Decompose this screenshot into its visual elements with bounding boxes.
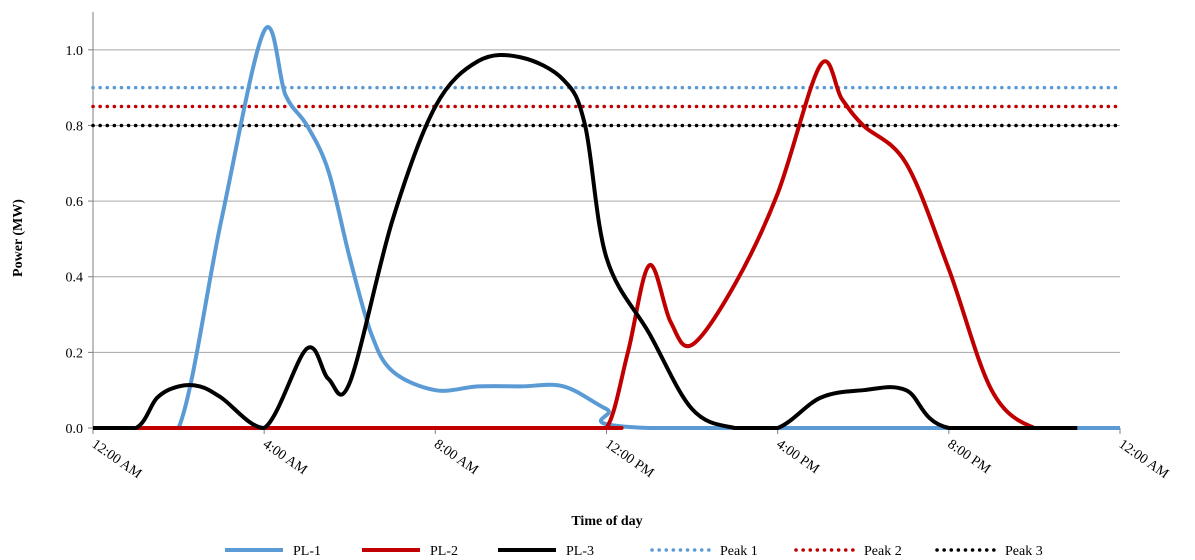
- series-line-pl-2: [93, 59, 1078, 431]
- legend-label-pl-3: PL-3: [566, 544, 594, 559]
- series-lines: [91, 25, 1122, 431]
- x-tick-label: 12:00 AM: [1116, 437, 1172, 482]
- legend-label-pl-2: PL-2: [430, 544, 458, 559]
- x-tick-labels: 12:00 AM 4:00 AM 8:00 AM 12:00 PM 4:00 PM 8:0…: [89, 437, 1172, 482]
- y-tick-label: 0.0: [66, 422, 84, 437]
- y-tick-label: 0.2: [66, 346, 84, 361]
- x-tick-label: 4:00 PM: [773, 437, 822, 477]
- x-tick-label: 8:00 AM: [431, 437, 481, 478]
- axes: [88, 12, 1121, 434]
- x-tick-label: 8:00 PM: [945, 437, 994, 477]
- legend: PL-1 PL-2 PL-3 Peak 1 Peak 2 Peak 3: [225, 544, 1043, 559]
- x-axis-title: Time of day: [571, 514, 642, 529]
- legend-label-pl-1: PL-1: [293, 544, 321, 559]
- y-tick-label: 0.8: [66, 119, 84, 134]
- y-tick-label: 0.6: [66, 195, 84, 210]
- y-tick-labels: 0.0 0.2 0.4 0.6 0.8 1.0: [66, 44, 84, 437]
- y-axis-title: Power (MW): [11, 199, 26, 277]
- legend-label-peak-2: Peak 2: [864, 544, 902, 559]
- series-line-pl-1: [93, 25, 1120, 431]
- y-tick-label: 1.0: [66, 44, 84, 59]
- x-tick-label: 12:00 PM: [602, 437, 657, 482]
- series-line-pl-3: [93, 53, 1078, 431]
- x-tick-label: 4:00 AM: [260, 437, 310, 478]
- legend-label-peak-1: Peak 1: [720, 544, 758, 559]
- y-tick-label: 0.4: [66, 271, 84, 286]
- x-tick-label: 12:00 AM: [89, 437, 145, 482]
- legend-label-peak-3: Peak 3: [1005, 544, 1043, 559]
